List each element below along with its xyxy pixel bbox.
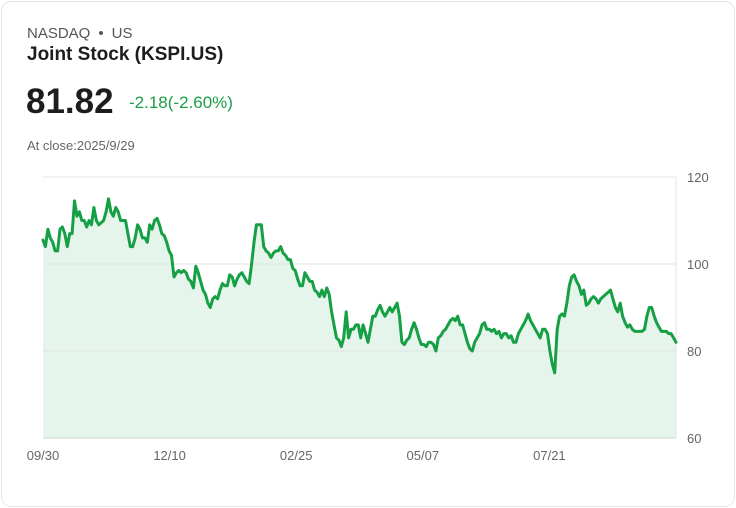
y-tick-label: 60 xyxy=(687,431,701,446)
stock-title: Joint Stock (KSPI.US) xyxy=(27,44,224,65)
exchange-name: NASDAQ xyxy=(27,25,91,42)
x-tick-label: 09/30 xyxy=(27,448,60,463)
x-tick-label: 07/21 xyxy=(533,448,566,463)
close-date: At close:2025/9/29 xyxy=(27,138,135,153)
separator: • xyxy=(98,25,104,42)
x-tick-label: 05/07 xyxy=(407,448,440,463)
exchange-line: NASDAQ • US xyxy=(27,25,132,42)
x-tick-label: 12/10 xyxy=(153,448,186,463)
current-price: 81.82 xyxy=(26,82,114,121)
area-fill xyxy=(43,198,676,438)
price-line xyxy=(41,197,678,375)
x-tick-label: 02/25 xyxy=(280,448,313,463)
y-tick-label: 120 xyxy=(687,170,709,185)
y-tick-label: 80 xyxy=(687,344,701,359)
region: US xyxy=(111,25,133,42)
y-tick-label: 100 xyxy=(687,257,709,272)
price-change: -2.18(-2.60%) xyxy=(129,93,233,112)
